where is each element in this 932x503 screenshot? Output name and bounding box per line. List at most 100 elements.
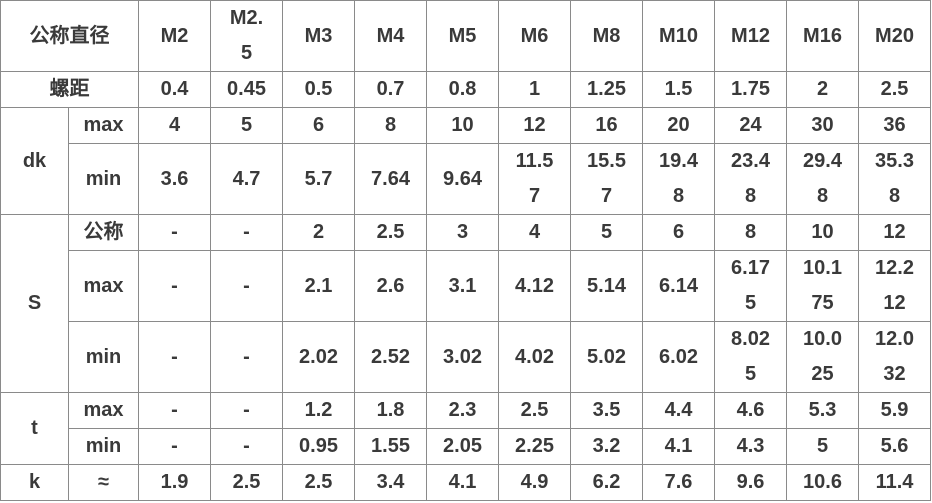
data-row: max - - 2.1 2.6 3.1 4.12 5.14 6.14 6.175 10.175 12.… (1, 250, 931, 322)
value-cell-text: 5.14 (587, 274, 626, 297)
value-cell: 1.75 (714, 71, 787, 108)
value-cell: 8 (354, 107, 427, 144)
size-header-text: M3 (304, 24, 333, 47)
value-cell: - (210, 428, 283, 465)
group-label: 螺距 (0, 71, 139, 108)
header-row: 公称直径 M2 M2.5 M3 M4 M5 M6 M8 M10 M12 M16 M20 (0, 0, 931, 72)
value-cell-text: 2.5 (520, 399, 549, 421)
value-cell: 5.02 (570, 321, 643, 393)
value-cell: 5.14 (570, 250, 643, 322)
value-cell-text: 0.8 (448, 78, 477, 100)
value-cell-text: 5 (816, 435, 829, 457)
size-header: M8 (570, 0, 643, 72)
value-cell-text: 5.9 (880, 399, 909, 421)
value-cell-text: 7.64 (371, 167, 410, 190)
value-cell-text: 8 (744, 221, 757, 243)
value-cell: 2.52 (354, 321, 427, 393)
sub-label: max (68, 107, 139, 144)
value-cell: 1.2 (282, 392, 355, 429)
value-cell: 5.9 (858, 392, 931, 429)
data-row: t max - - 1.2 1.8 2.3 2.5 3.5 4.4 4.6 5.3 5.9 (0, 392, 931, 465)
value-cell-text: 6.02 (659, 345, 698, 368)
value-cell-text: 10.6 (803, 471, 842, 493)
value-cell-text: 3.6 (160, 167, 189, 190)
value-cell-text: 2.6 (376, 274, 405, 297)
size-header-text: M8 (592, 24, 621, 47)
value-cell-text: 11.4 (875, 471, 914, 493)
size-header: M16 (786, 0, 859, 72)
value-cell: 0.4 (138, 71, 211, 108)
value-cell: 4.7 (210, 143, 283, 215)
sub-label: max (68, 250, 139, 322)
value-cell-text: 3.2 (592, 435, 621, 457)
value-cell-text: 5.7 (304, 167, 333, 190)
value-cell: 8.025 (714, 321, 787, 393)
value-cell: 3.02 (426, 321, 499, 393)
value-cell: 2.1 (282, 250, 355, 322)
value-cell-text: 0.45 (227, 78, 266, 100)
size-header-text: M10 (659, 24, 698, 47)
value-cell-text: 24 (739, 114, 762, 136)
value-cell-text: 2.05 (443, 435, 482, 457)
value-cell: 10.025 (786, 321, 859, 393)
value-cell: 12.032 (858, 321, 931, 393)
value-cell-text: 2 (312, 221, 325, 243)
value-cell-text: 4 (168, 114, 181, 136)
value-cell: 5.6 (858, 428, 931, 465)
value-cell: 3 (426, 214, 499, 251)
value-cell: 8 (714, 214, 787, 251)
value-cell-text: 4.3 (736, 435, 765, 457)
value-cell: 5 (786, 428, 859, 465)
value-cell-text: 4.9 (520, 471, 549, 493)
value-cell-text: 2.5 (880, 78, 909, 100)
value-cell: 2.5 (858, 71, 931, 108)
value-cell-text: 7.6 (664, 471, 693, 493)
value-cell: 1.5 (642, 71, 715, 108)
value-cell: 3.2 (570, 428, 643, 465)
value-cell: 2.02 (282, 321, 355, 393)
value-cell: 35.38 (858, 143, 931, 215)
value-cell-text: 1.2 (304, 399, 333, 421)
value-cell-text: 8 (384, 114, 397, 136)
value-cell-text: 1.8 (376, 399, 405, 421)
value-cell: 36 (858, 107, 931, 144)
value-cell: 6 (642, 214, 715, 251)
value-cell: 2.5 (282, 464, 355, 501)
value-cell-text: 4.7 (232, 167, 261, 190)
value-cell: 7.6 (642, 464, 715, 501)
value-cell-text: 4.6 (736, 399, 765, 421)
value-cell: - (138, 214, 211, 251)
value-cell: 4 (498, 214, 571, 251)
value-cell: 12 (498, 107, 571, 144)
sub-label: min (68, 143, 139, 215)
value-cell: 4.3 (714, 428, 787, 465)
value-cell-text: 10 (811, 221, 834, 243)
value-cell-text: 4.1 (448, 471, 477, 493)
value-cell-text: 1.9 (160, 471, 189, 493)
value-cell: 9.64 (426, 143, 499, 215)
value-cell-text: 16 (595, 114, 618, 136)
value-cell-text: - (171, 399, 178, 421)
data-row: min - - 2.02 2.52 3.02 4.02 5.02 6.02 8.025 10.025… (1, 321, 931, 393)
value-cell-text: 0.7 (376, 78, 405, 100)
group-label: k (0, 464, 69, 501)
value-cell-text: 10.175 (803, 257, 842, 314)
value-cell-text: - (171, 221, 178, 243)
value-cell: 6.02 (642, 321, 715, 393)
value-cell: - (138, 321, 211, 393)
value-cell: 12.212 (858, 250, 931, 322)
value-cell-text: 6.175 (731, 257, 770, 314)
data-row: dk max 4 5 6 8 10 12 16 20 24 30 36 (0, 107, 931, 215)
value-cell-text: 11.57 (515, 150, 554, 207)
value-cell-text: 3.1 (448, 274, 477, 297)
value-cell: - (210, 392, 283, 429)
size-header-text: M2 (160, 24, 189, 47)
value-cell-text: 12 (883, 221, 906, 243)
size-header: M10 (642, 0, 715, 72)
value-cell-text: 19.48 (659, 150, 698, 207)
size-header: M4 (354, 0, 427, 72)
size-header-text: M5 (448, 24, 477, 47)
size-header: M20 (858, 0, 931, 72)
data-row: min 3.6 4.7 5.7 7.64 9.64 11.57 15.57 19.48 23.48… (1, 143, 931, 215)
